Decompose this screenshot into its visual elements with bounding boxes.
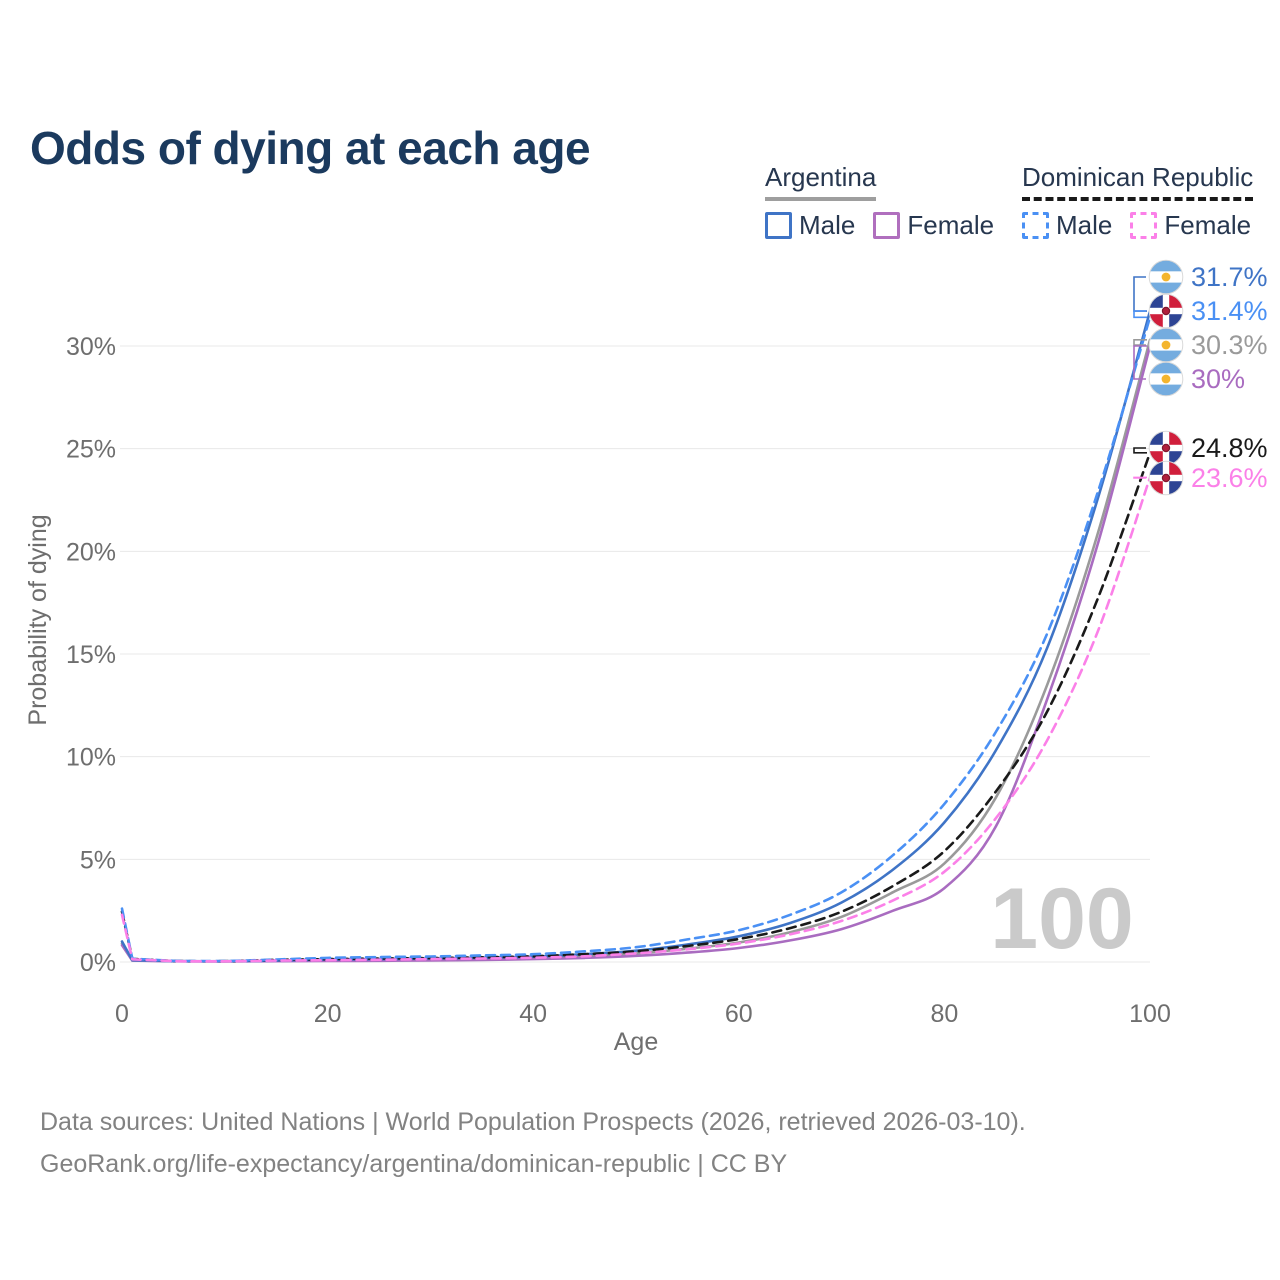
dominican-male-swatch-icon <box>1022 212 1049 239</box>
end-label-value: 31.7% <box>1191 261 1268 292</box>
end-label-argentina-male: 31.7% <box>1148 259 1268 295</box>
dominican-republic-flag-icon <box>1148 460 1184 496</box>
legend-row-argentina: Male Female <box>765 210 1012 241</box>
footer-attribution: GeoRank.org/life-expectancy/argentina/do… <box>40 1150 788 1178</box>
x-tick-label: 20 <box>314 1000 342 1028</box>
legend-item-argentina-female[interactable]: Female <box>873 210 994 241</box>
end-label-connector <box>1133 476 1147 479</box>
page-title: Odds of dying at each age <box>30 121 591 174</box>
argentina-flag-icon <box>1148 361 1184 397</box>
end-label-argentina-female: 30% <box>1148 361 1245 397</box>
legend-item-label: Male <box>799 210 856 240</box>
legend-row-dominican-republic: Male Female <box>1022 210 1269 241</box>
legend-item-argentina-male[interactable]: Male <box>765 210 855 241</box>
footer-data-sources: Data sources: United Nations | World Pop… <box>40 1108 1026 1136</box>
x-axis-title: Age <box>614 1028 658 1056</box>
series-line-dominican-republic-male[interactable] <box>120 316 1152 963</box>
argentina-flag-icon <box>1148 327 1184 363</box>
x-tick-label: 60 <box>725 1000 753 1028</box>
end-label-value: 24.8% <box>1191 432 1268 463</box>
legend: Argentina Male Female Dominican Republic… <box>0 162 1280 247</box>
series-line-argentina-female[interactable] <box>120 344 1152 963</box>
end-label-connector <box>1133 276 1147 312</box>
legend-item-dominican-male[interactable]: Male <box>1022 210 1112 241</box>
end-label-dominican-republic-male: 31.4% <box>1148 293 1268 329</box>
legend-group-argentina: Argentina Male Female <box>765 162 1012 241</box>
argentina-flag-icon <box>1148 259 1184 295</box>
y-tick-label: 0% <box>80 949 116 977</box>
dominican-republic-flag-icon <box>1148 430 1184 466</box>
end-label-connector <box>1133 310 1147 319</box>
y-tick-label: 15% <box>66 641 116 669</box>
age-hover-watermark: 100 <box>990 871 1134 967</box>
end-label-connector <box>1133 447 1147 454</box>
legend-country-dominican-republic[interactable]: Dominican Republic <box>1022 162 1254 201</box>
end-label-value: 30% <box>1191 363 1246 394</box>
x-tick-label: 0 <box>115 1000 129 1028</box>
end-label-argentina-both-sexes: 30.3% <box>1148 327 1268 363</box>
x-tick-label: 100 <box>1129 1000 1171 1028</box>
y-tick-label: 10% <box>66 744 116 772</box>
end-label-dominican-republic-female: 23.6% <box>1148 460 1268 496</box>
y-tick-label: 5% <box>80 846 116 874</box>
argentina-male-swatch-icon <box>765 212 792 239</box>
end-label-value: 30.3% <box>1191 329 1268 360</box>
legend-item-label: Male <box>1056 210 1113 240</box>
series-layer <box>120 309 1152 963</box>
dominican-female-swatch-icon <box>1130 212 1158 239</box>
end-label-value: 31.4% <box>1191 295 1268 326</box>
dominican-republic-flag-icon <box>1148 293 1184 329</box>
y-tick-label: 30% <box>66 333 116 361</box>
legend-group-dominican-republic: Dominican Republic Male Female <box>1022 162 1269 241</box>
annotation-layer <box>1133 276 1147 479</box>
legend-country-argentina[interactable]: Argentina <box>765 162 877 201</box>
y-tick-label: 20% <box>66 538 116 566</box>
y-tick-label: 25% <box>66 436 116 464</box>
series-line-argentina-both-sexes[interactable] <box>120 338 1152 963</box>
grid-layer: 0% 5% 10% 15% 20% 25% 30% 0 20 40 60 80 100 <box>66 333 1171 1028</box>
x-tick-label: 40 <box>519 1000 547 1028</box>
argentina-female-swatch-icon <box>873 212 901 239</box>
legend-item-dominican-female[interactable]: Female <box>1130 210 1251 241</box>
end-label-connector <box>1133 339 1147 346</box>
legend-item-label: Female <box>1164 210 1252 240</box>
y-axis-title: Probability of dying <box>24 514 52 725</box>
legend-item-label: Female <box>907 210 995 240</box>
end-label-value: 23.6% <box>1191 462 1268 493</box>
x-tick-label: 80 <box>930 1000 958 1028</box>
series-line-dominican-republic-female[interactable] <box>120 476 1152 963</box>
end-label-dominican-republic-both-sexes: 24.8% <box>1148 430 1268 466</box>
series-line-argentina-male[interactable] <box>120 309 1152 963</box>
end-label-connector <box>1133 345 1147 380</box>
